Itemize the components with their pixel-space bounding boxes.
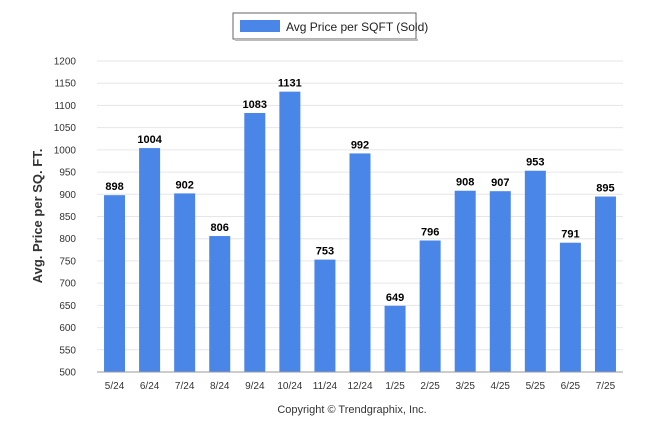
data-label: 791 <box>561 229 579 241</box>
x-tick-label: 6/24 <box>140 381 160 392</box>
bar-11-24 <box>314 259 336 372</box>
y-tick-label: 1100 <box>54 101 76 112</box>
legend-shadow <box>235 39 418 41</box>
data-label: 898 <box>105 181 123 193</box>
data-label: 895 <box>596 183 614 195</box>
y-tick-label: 800 <box>59 234 76 245</box>
data-label: 753 <box>316 246 334 258</box>
y-tick-label: 550 <box>59 345 76 356</box>
data-label: 902 <box>175 179 193 191</box>
x-tick-label: 4/25 <box>491 381 511 392</box>
data-label: 953 <box>526 157 544 169</box>
legend-swatch <box>240 20 280 32</box>
data-label: 1004 <box>137 134 162 146</box>
bars <box>104 91 616 373</box>
y-axis-ticks: 500 550 600 650 700 750 800 850 900 950 1000 1050 11… <box>54 57 77 379</box>
data-label: 806 <box>211 222 229 234</box>
legend-label: Avg Price per SQFT (Sold) <box>286 20 428 34</box>
y-tick-label: 500 <box>59 368 76 379</box>
data-label: 908 <box>456 177 474 189</box>
x-tick-label: 6/25 <box>561 381 581 392</box>
y-tick-label: 850 <box>59 212 76 223</box>
data-label: 992 <box>351 139 369 151</box>
x-tick-label: 2/25 <box>420 381 440 392</box>
x-tick-label: 7/25 <box>596 381 616 392</box>
x-tick-label: 1/25 <box>385 381 405 392</box>
bar-6-24 <box>139 148 161 372</box>
bar-4-25 <box>489 191 511 372</box>
x-tick-label: 3/25 <box>455 381 475 392</box>
bar-1-25 <box>384 305 406 372</box>
data-label: 796 <box>421 226 439 238</box>
bar-7-24 <box>174 193 196 372</box>
y-tick-label: 900 <box>59 190 76 201</box>
y-tick-label: 650 <box>59 301 76 312</box>
y-tick-label: 1000 <box>54 145 77 156</box>
bar-8-24 <box>209 236 231 372</box>
bar-10-24 <box>279 91 301 373</box>
bar-6-25 <box>559 242 581 372</box>
y-tick-label: 1150 <box>54 79 76 90</box>
bar-3-25 <box>454 190 476 372</box>
y-axis-title: Avg. Price per SQ. FT. <box>30 149 45 284</box>
data-label: 907 <box>491 177 509 189</box>
x-tick-label: 10/24 <box>277 381 302 392</box>
legend: Avg Price per SQFT (Sold) <box>232 12 428 41</box>
x-tick-label: 11/24 <box>313 381 338 392</box>
bar-12-24 <box>349 153 371 372</box>
x-tick-label: 5/25 <box>526 381 546 392</box>
y-tick-label: 750 <box>59 256 76 267</box>
data-label: 1083 <box>243 99 267 111</box>
x-axis-ticks: 5/24 6/24 7/24 8/24 9/24 10/24 11/24 12/24 1/25 2… <box>105 381 616 392</box>
data-labels: 898 1004 902 806 1083 1131 753 992 649 796 908 907 9… <box>105 78 614 304</box>
x-tick-label: 5/24 <box>105 381 125 392</box>
y-tick-label: 600 <box>59 323 76 334</box>
x-tick-label: 12/24 <box>347 381 372 392</box>
bar-9-24 <box>244 112 266 372</box>
data-label: 1131 <box>278 78 302 90</box>
y-tick-label: 1200 <box>54 57 77 68</box>
copyright-text: Copyright © Trendgraphix, Inc. <box>277 404 426 416</box>
data-label: 649 <box>386 292 404 304</box>
x-tick-label: 9/24 <box>245 381 265 392</box>
y-tick-label: 950 <box>59 168 76 179</box>
bar-2-25 <box>419 240 441 372</box>
x-tick-label: 7/24 <box>175 381 195 392</box>
y-tick-label: 1050 <box>54 123 77 134</box>
bar-7-25 <box>594 196 616 372</box>
x-tick-label: 8/24 <box>210 381 230 392</box>
bar-5-25 <box>524 170 546 372</box>
y-tick-label: 700 <box>59 279 76 290</box>
bar-5-24 <box>104 195 126 372</box>
